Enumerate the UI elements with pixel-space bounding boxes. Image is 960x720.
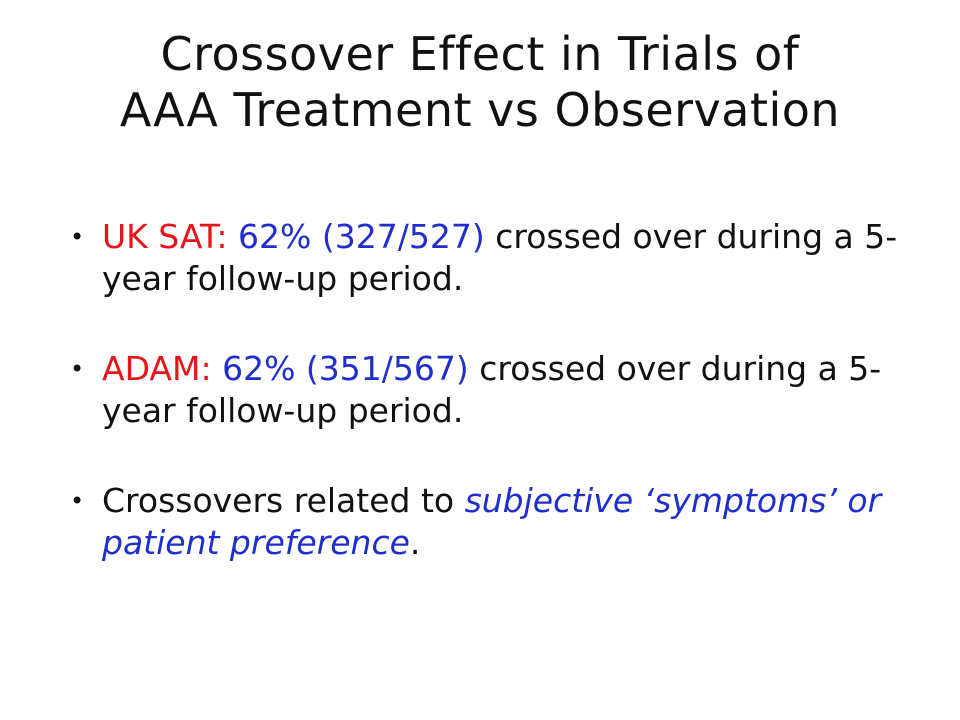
bullet-adam: • ADAM: 62% (351/567) crossed over durin…: [70, 348, 910, 432]
bullet-dot-icon: •: [70, 487, 85, 515]
bullet-dot-icon: •: [70, 223, 85, 251]
bullet-crossovers: • Crossovers related to subjective ‘symp…: [70, 480, 910, 564]
crossover-stat: 62% (327/527): [238, 217, 485, 256]
title-line-2: AAA Treatment vs Observation: [119, 83, 841, 137]
bullet-text: crossed over during a 5-year follow-up p…: [102, 349, 882, 430]
emphasis-text: subjective ‘symptoms’ or patient prefere…: [102, 481, 882, 562]
crossover-stat: 62% (351/567): [222, 349, 469, 388]
bullet-text: Crossovers related to: [102, 481, 455, 520]
bullet-list: • UK SAT: 62% (327/527) crossed over dur…: [70, 216, 910, 612]
title-line-1: Crossover Effect in Trials of: [160, 27, 800, 81]
period-text: .: [409, 523, 421, 562]
trial-label: ADAM:: [102, 349, 212, 388]
bullet-uk-sat: • UK SAT: 62% (327/527) crossed over dur…: [70, 216, 910, 300]
trial-label: UK SAT:: [102, 217, 228, 256]
bullet-text: crossed over during a 5-year follow-up p…: [102, 217, 898, 298]
slide-title: Crossover Effect in Trials of AAA Treatm…: [0, 26, 960, 138]
bullet-dot-icon: •: [70, 355, 85, 383]
